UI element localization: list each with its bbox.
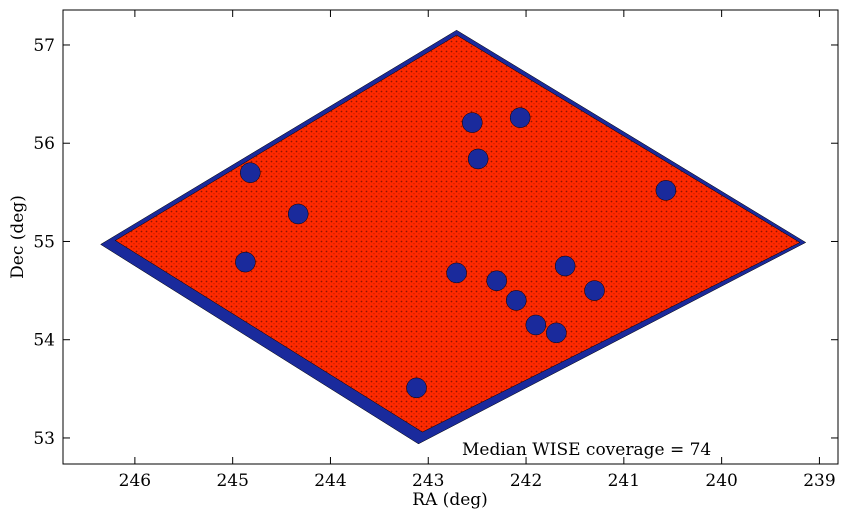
x-tick-label: 239 bbox=[803, 471, 835, 491]
x-tick-label: 240 bbox=[705, 471, 737, 491]
x-axis-label: RA (deg) bbox=[412, 490, 488, 510]
x-tick-label: 244 bbox=[314, 471, 346, 491]
gap-point bbox=[287, 203, 309, 225]
plot-area bbox=[100, 29, 807, 445]
x-tick-label: 241 bbox=[608, 471, 640, 491]
x-tick-label: 246 bbox=[119, 471, 151, 491]
y-tick-label: 57 bbox=[33, 36, 55, 56]
gap-point bbox=[509, 107, 531, 128]
gap-point bbox=[235, 251, 256, 273]
gap-point bbox=[406, 377, 427, 399]
gap-point bbox=[467, 148, 489, 170]
axes-frame bbox=[62, 9, 839, 465]
gap-point bbox=[655, 180, 677, 201]
x-tick-label: 245 bbox=[216, 471, 248, 491]
x-tick-label: 242 bbox=[510, 471, 542, 491]
annotation: Median WISE coverage = 74 bbox=[462, 440, 711, 460]
y-tick-label: 55 bbox=[33, 232, 55, 252]
y-tick-label: 54 bbox=[33, 331, 55, 351]
y-tick-label: 53 bbox=[33, 429, 55, 449]
gap-point bbox=[446, 262, 467, 284]
coverage-texture bbox=[115, 35, 800, 433]
y-axis-label: Dec (deg) bbox=[8, 195, 28, 279]
gap-point bbox=[240, 162, 261, 183]
gap-point bbox=[546, 322, 567, 344]
gap-point bbox=[462, 112, 483, 133]
y-tick-label: 56 bbox=[33, 134, 55, 154]
gap-point bbox=[584, 280, 605, 301]
x-tick-label: 243 bbox=[412, 471, 444, 491]
gap-point bbox=[506, 290, 527, 311]
gap-point bbox=[525, 314, 547, 336]
gap-point bbox=[554, 255, 576, 277]
gap-point bbox=[486, 270, 507, 292]
